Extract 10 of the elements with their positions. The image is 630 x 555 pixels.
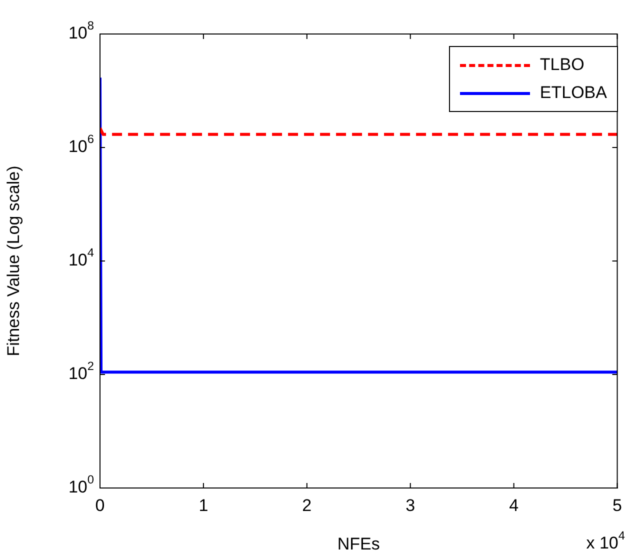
x-axis-title: NFEs (337, 534, 380, 554)
x-tick-label: 2 (302, 496, 312, 515)
x-tick-label: 0 (95, 496, 105, 515)
legend-label: TLBO (540, 55, 584, 75)
x-tick-label: 1 (198, 496, 208, 515)
x-tick-label: 5 (612, 496, 622, 515)
y-axis-title: Fitness Value (Log scale) (4, 166, 23, 356)
legend-label: ETLOBA (540, 83, 607, 103)
x-tick-label: 3 (406, 496, 416, 515)
x-tick-label: 4 (509, 496, 519, 515)
